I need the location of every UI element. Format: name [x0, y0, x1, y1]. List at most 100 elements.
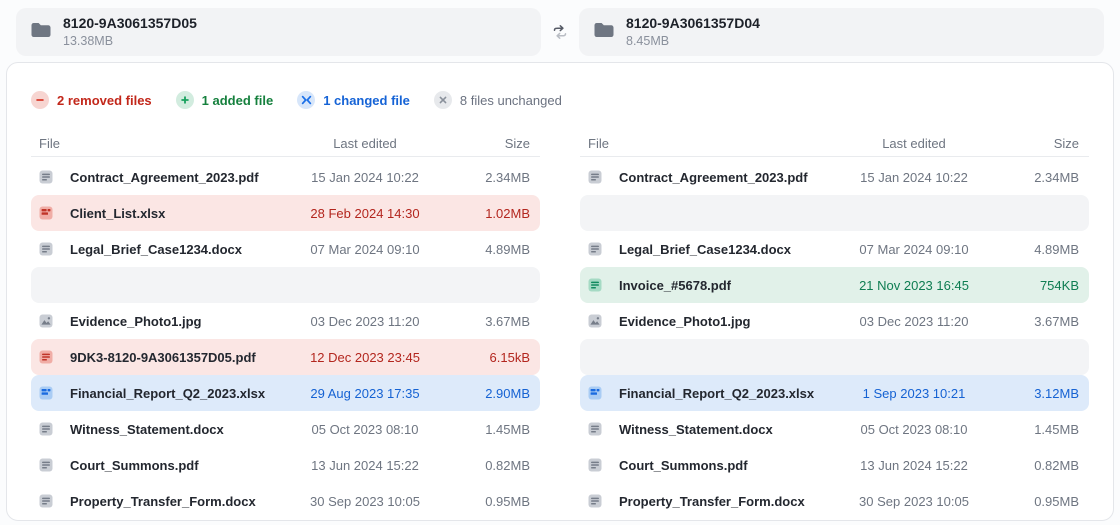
file-size: 0.82MB — [1034, 457, 1079, 473]
size-column-header: Size — [1053, 136, 1079, 151]
file-size: 3.12MB — [1034, 385, 1079, 401]
table-row[interactable]: Court_Summons.pdf 13 Jun 2024 15:22 0.82… — [31, 447, 540, 483]
document-icon — [39, 422, 53, 436]
minus-icon — [31, 91, 49, 109]
size-column-header: Size — [504, 136, 530, 151]
table-row[interactable]: Evidence_Photo1.jpg 03 Dec 2023 11:20 3.… — [580, 303, 1089, 339]
file-name: Court_Summons.pdf — [70, 457, 199, 473]
photo-icon — [39, 314, 53, 328]
file-size: 2.34MB — [1034, 169, 1079, 185]
folder-compare-bar: 8120-9A3061357D05 13.38MB 8120-9A3061357… — [16, 8, 1104, 56]
added-files-label: 1 added file — [201, 92, 274, 108]
file-size: 1.02MB — [485, 205, 530, 221]
file-name: Property_Transfer_Form.docx — [70, 493, 256, 509]
document-icon — [39, 242, 53, 256]
placeholder-row — [580, 195, 1089, 231]
file-last-edited: 05 Oct 2023 08:10 — [311, 421, 419, 437]
table-row[interactable]: Property_Transfer_Form.docx 30 Sep 2023 … — [31, 483, 540, 519]
diff-tables: File Last edited Size Contract_Agreement… — [7, 131, 1113, 519]
table-row[interactable]: Legal_Brief_Case1234.docx 07 Mar 2024 09… — [31, 231, 540, 267]
document-icon — [588, 242, 602, 256]
photo-icon — [588, 314, 602, 328]
table-row[interactable]: Invoice_#5678.pdf 21 Nov 2023 16:45 754K… — [580, 267, 1089, 303]
file-name: Evidence_Photo1.jpg — [619, 313, 751, 329]
document-icon — [588, 494, 602, 508]
table-row[interactable]: Client_List.xlsx 28 Feb 2024 14:30 1.02M… — [31, 195, 540, 231]
unchanged-files-badge: 8 files unchanged — [433, 91, 562, 109]
target-folder-name: 8120-9A3061357D04 — [626, 15, 760, 31]
file-column-header: File — [39, 136, 60, 151]
file-size: 754KB — [1039, 277, 1079, 293]
converging-arrows-icon — [297, 91, 316, 109]
file-last-edited: 05 Oct 2023 08:10 — [860, 421, 968, 437]
placeholder-row — [580, 339, 1089, 375]
file-size: 6.15kB — [489, 349, 530, 365]
file-size: 3.67MB — [485, 313, 530, 329]
table-row[interactable]: Evidence_Photo1.jpg 03 Dec 2023 11:20 3.… — [31, 303, 540, 339]
file-name: Client_List.xlsx — [70, 205, 166, 221]
file-last-edited: 15 Jan 2024 10:22 — [311, 169, 419, 185]
table-row[interactable]: Witness_Statement.docx 05 Oct 2023 08:10… — [31, 411, 540, 447]
file-size: 0.82MB — [485, 457, 530, 473]
document-icon — [588, 170, 602, 184]
document-icon — [588, 422, 602, 436]
file-name: Legal_Brief_Case1234.docx — [70, 241, 242, 257]
file-last-edited: 15 Jan 2024 10:22 — [860, 169, 968, 185]
table-row[interactable]: Court_Summons.pdf 13 Jun 2024 15:22 0.82… — [580, 447, 1089, 483]
source-folder-card[interactable]: 8120-9A3061357D05 13.38MB — [16, 8, 541, 56]
removed-files-label: 2 removed files — [57, 92, 152, 108]
placeholder-row — [31, 267, 540, 303]
changed-files-label: 1 changed file — [323, 92, 410, 108]
file-name: Contract_Agreement_2023.pdf — [619, 169, 808, 185]
table-row[interactable]: Financial_Report_Q2_2023.xlsx 1 Sep 2023… — [580, 375, 1089, 411]
table-row[interactable]: Property_Transfer_Form.docx 30 Sep 2023 … — [580, 483, 1089, 519]
source-file-table: File Last edited Size Contract_Agreement… — [31, 131, 540, 519]
file-name: Contract_Agreement_2023.pdf — [70, 169, 259, 185]
target-file-rows: Contract_Agreement_2023.pdf 15 Jan 2024 … — [580, 159, 1089, 519]
file-size: 3.67MB — [1034, 313, 1079, 329]
unchanged-files-label: 8 files unchanged — [459, 92, 562, 108]
file-name: Property_Transfer_Form.docx — [619, 493, 805, 509]
file-name: Invoice_#5678.pdf — [619, 277, 731, 293]
file-last-edited: 30 Sep 2023 10:05 — [310, 493, 420, 509]
table-row[interactable]: Legal_Brief_Case1234.docx 07 Mar 2024 09… — [580, 231, 1089, 267]
document-icon — [588, 458, 602, 472]
file-size: 0.95MB — [1034, 493, 1079, 509]
table-row[interactable]: Contract_Agreement_2023.pdf 15 Jan 2024 … — [580, 159, 1089, 195]
file-name: Witness_Statement.docx — [619, 421, 773, 437]
file-last-edited: 03 Dec 2023 11:20 — [859, 313, 969, 329]
file-last-edited: 30 Sep 2023 10:05 — [859, 493, 969, 509]
document-icon — [39, 494, 53, 508]
file-name: Witness_Statement.docx — [70, 421, 224, 437]
table-row[interactable]: Witness_Statement.docx 05 Oct 2023 08:10… — [580, 411, 1089, 447]
file-name: Financial_Report_Q2_2023.xlsx — [70, 385, 266, 401]
target-folder-size: 8.45MB — [626, 34, 670, 48]
target-folder-card[interactable]: 8120-9A3061357D04 8.45MB — [579, 8, 1104, 56]
table-header: File Last edited Size — [580, 131, 1089, 157]
spreadsheet-icon — [39, 206, 53, 220]
file-last-edited: 28 Feb 2024 14:30 — [310, 205, 420, 221]
spreadsheet-icon — [39, 386, 53, 400]
transfer-arrow-icon — [549, 24, 571, 40]
table-row[interactable]: Financial_Report_Q2_2023.xlsx 29 Aug 202… — [31, 375, 540, 411]
x-icon — [433, 91, 452, 109]
file-size: 2.34MB — [485, 169, 530, 185]
file-size: 4.89MB — [1034, 241, 1079, 257]
added-files-badge: 1 added file — [175, 91, 274, 109]
table-header: File Last edited Size — [31, 131, 540, 157]
file-name: Financial_Report_Q2_2023.xlsx — [619, 385, 815, 401]
table-row[interactable]: 9DK3-8120-9A3061357D05.pdf 12 Dec 2023 2… — [31, 339, 540, 375]
file-name: Court_Summons.pdf — [619, 457, 748, 473]
source-file-rows: Contract_Agreement_2023.pdf 15 Jan 2024 … — [31, 159, 540, 519]
file-last-edited: 13 Jun 2024 15:22 — [311, 457, 419, 473]
file-last-edited: 07 Mar 2024 09:10 — [859, 241, 969, 257]
file-name: 9DK3-8120-9A3061357D05.pdf — [70, 349, 256, 365]
document-icon — [588, 278, 602, 292]
summary-bar: 2 removed files 1 added file 1 changed f… — [7, 63, 1113, 131]
file-name: Evidence_Photo1.jpg — [70, 313, 202, 329]
file-size: 4.89MB — [485, 241, 530, 257]
table-row[interactable]: Contract_Agreement_2023.pdf 15 Jan 2024 … — [31, 159, 540, 195]
plus-icon — [175, 91, 194, 109]
file-size: 0.95MB — [485, 493, 530, 509]
document-icon — [39, 350, 53, 364]
